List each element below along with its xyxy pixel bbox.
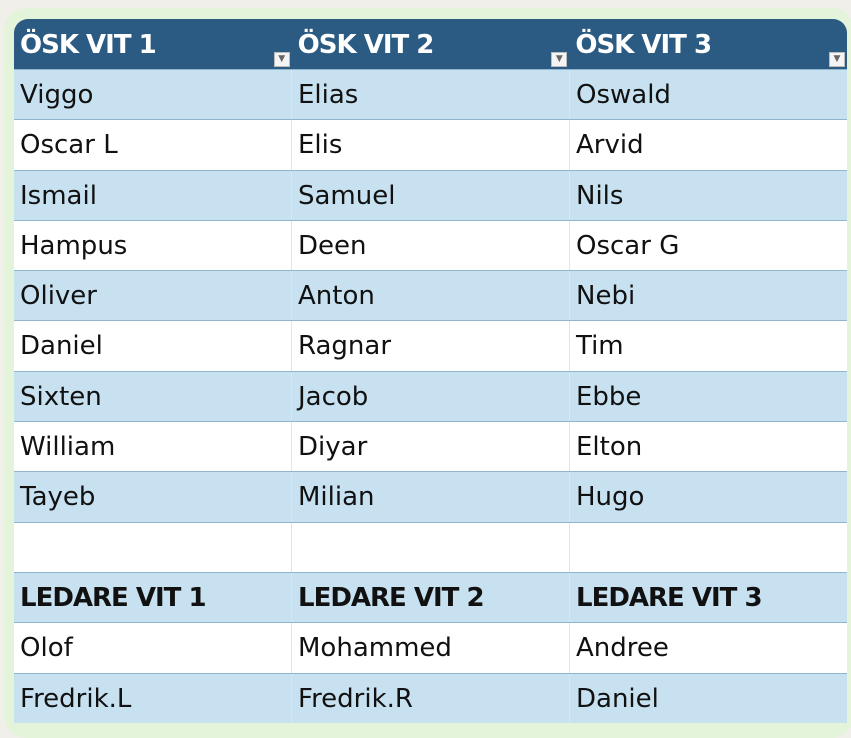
column-header-osk-vit-3: ÖSK VIT 3 ▼	[569, 19, 847, 69]
column-header-osk-vit-1: ÖSK VIT 1 ▼	[14, 19, 292, 69]
roster-table: ÖSK VIT 1 ▼ ÖSK VIT 2 ▼ ÖSK VIT 3 ▼ Viggo El…	[14, 19, 847, 723]
filter-dropdown-icon[interactable]: ▼	[273, 52, 290, 67]
table-cell[interactable]: Sixten	[20, 381, 102, 412]
table-cell[interactable]: Diyar	[291, 422, 569, 472]
table-cell[interactable]: Samuel	[291, 170, 569, 220]
table-cell[interactable]: Nils	[569, 170, 847, 220]
table-cell[interactable]: Oscar L	[20, 130, 118, 161]
table-cell[interactable]: Ebbe	[569, 371, 847, 422]
table-cell[interactable]: Ragnar	[291, 321, 569, 371]
table-cell[interactable]: Oscar G	[569, 220, 847, 271]
table-cell[interactable]	[569, 522, 847, 572]
filter-dropdown-icon[interactable]: ▼	[829, 52, 846, 67]
table-row: Sixten Jacob Ebbe	[14, 370, 847, 422]
table-cell[interactable]: Daniel	[569, 673, 847, 723]
table-cell[interactable]: Anton	[291, 271, 569, 321]
table-row: Fredrik.L Fredrik.R Daniel	[14, 672, 847, 723]
table-row: Olof Mohammed Andree	[14, 622, 847, 673]
table-cell[interactable]: William	[20, 432, 116, 463]
table-cell[interactable]: Mohammed	[291, 623, 569, 673]
table-cell[interactable]: Fredrik.R	[291, 673, 569, 723]
table-cell[interactable]: Deen	[291, 220, 569, 271]
table-cell[interactable]: Oliver	[20, 281, 97, 312]
table-cell[interactable]: Hugo	[569, 472, 847, 522]
table-cell[interactable]: Elis	[291, 120, 569, 170]
table-cell[interactable]: Tayeb	[20, 482, 96, 513]
table-cell[interactable]: Viggo	[20, 80, 94, 110]
table-cell[interactable]: LEDARE VIT 2	[291, 572, 569, 623]
table-cell[interactable]: Nebi	[569, 271, 847, 321]
table-cell[interactable]: Tim	[569, 321, 847, 371]
table-cell[interactable]: Oswald	[569, 70, 847, 120]
table-row: Hampus Deen Oscar G	[14, 219, 847, 271]
table-cell[interactable]: Elton	[569, 422, 847, 472]
table-cell[interactable]: Elias	[291, 70, 569, 120]
table-row	[14, 521, 847, 572]
table-header: ÖSK VIT 1 ▼ ÖSK VIT 2 ▼ ÖSK VIT 3 ▼	[14, 19, 847, 69]
table-cell[interactable]: Milian	[291, 472, 569, 522]
table-cell[interactable]: Fredrik.L	[20, 683, 132, 714]
leader-header-row: LEDARE VIT 1 LEDARE VIT 2 LEDARE VIT 3	[14, 571, 847, 623]
table-row: Daniel Ragnar Tim	[14, 320, 847, 371]
table-row: Tayeb Milian Hugo	[14, 471, 847, 522]
table-row: Oliver Anton Nebi	[14, 270, 847, 321]
table-row: William Diyar Elton	[14, 421, 847, 472]
column-header-osk-vit-2: ÖSK VIT 2 ▼	[292, 19, 570, 69]
table-cell[interactable]: Jacob	[291, 371, 569, 422]
table-cell[interactable]	[291, 522, 569, 572]
filter-dropdown-icon[interactable]: ▼	[551, 52, 568, 67]
table-cell[interactable]: Olof	[20, 633, 73, 664]
table-cell[interactable]: LEDARE VIT 1	[20, 582, 207, 613]
table-row: Ismail Samuel Nils	[14, 169, 847, 220]
table-cell[interactable]: Daniel	[20, 331, 103, 362]
table-row: Viggo Elias Oswald	[14, 69, 847, 120]
table-cell[interactable]: Ismail	[20, 180, 97, 211]
table-cell[interactable]: LEDARE VIT 3	[569, 572, 847, 623]
table-cell[interactable]: Andree	[569, 623, 847, 673]
table-cell[interactable]: Hampus	[20, 230, 128, 261]
table-cell[interactable]	[14, 523, 291, 572]
table-row: Oscar L Elis Arvid	[14, 119, 847, 170]
table-cell[interactable]: Arvid	[569, 120, 847, 170]
